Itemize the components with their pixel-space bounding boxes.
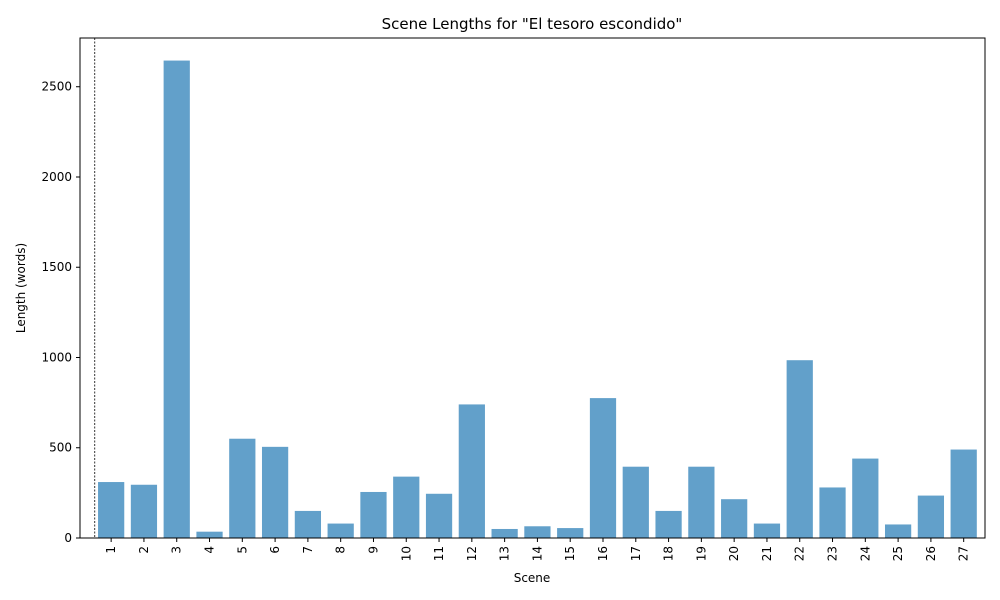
x-tick-label-16: 16 [596,546,610,561]
x-tick-label-25: 25 [891,546,905,561]
bar-scene-1 [98,482,125,538]
y-axis: 0 500 1000 1500 2000 2500 [41,80,80,545]
x-tick-label-6: 6 [268,546,282,554]
x-tick-label-7: 7 [301,546,315,554]
bar-scene-8 [327,523,354,538]
bar-scene-26 [917,495,945,538]
x-tick-label-20: 20 [727,546,741,561]
x-tick-label-22: 22 [793,546,807,561]
y-tick-label: 1500 [41,260,72,274]
bar-scene-20 [721,499,748,538]
bar-scene-4 [196,531,223,538]
x-tick-label-2: 2 [137,546,151,554]
bar-scene-3 [163,60,190,539]
x-tick-label-9: 9 [366,546,380,554]
x-tick-label-18: 18 [662,546,676,561]
x-tick-label-5: 5 [235,546,249,554]
chart-title: Scene Lengths for "El tesoro escondido" [382,15,683,33]
bar-scene-9 [360,491,387,538]
bar-scene-6 [261,446,289,538]
bar-scene-13 [491,528,518,538]
bar-scene-2 [130,484,158,538]
bar-scene-5 [229,438,256,538]
x-tick-label-23: 23 [826,546,840,561]
x-tick-label-26: 26 [924,546,938,561]
x-axis-label: Scene [514,571,551,585]
bar-scene-14 [524,526,551,538]
bar-scene-11 [425,493,453,538]
x-tick-label-27: 27 [957,546,971,561]
x-tick-label-3: 3 [170,546,184,554]
x-tick-label-4: 4 [203,546,217,554]
x-tick-label-13: 13 [498,546,512,561]
x-tick-label-19: 19 [694,546,708,561]
bar-scene-16 [589,398,617,538]
bar-scene-12 [458,404,485,538]
bar-scene-23 [819,487,846,538]
y-tick-label: 0 [64,531,72,545]
bar-scene-7 [294,510,322,538]
x-tick-label-17: 17 [629,546,643,561]
plot-frame [79,37,986,539]
x-tick-label-21: 21 [760,546,774,561]
bar-scene-10 [393,476,420,538]
x-tick-label-14: 14 [530,546,544,561]
x-tick-label-15: 15 [563,546,577,561]
bar-scene-22 [786,360,813,538]
x-tick-label-24: 24 [858,546,872,561]
bar-scene-17 [622,466,649,538]
y-tick-label: 1000 [41,350,72,364]
x-tick-label-10: 10 [399,546,413,561]
bar-scene-21 [753,523,781,538]
x-tick-label-8: 8 [334,546,348,554]
y-axis-label: Length (words) [14,243,28,333]
x-tick-label-11: 11 [432,546,446,561]
y-tick-label: 2000 [41,170,72,184]
x-tick-label-12: 12 [465,546,479,561]
bar-scene-18 [655,510,682,538]
x-tick-label-1: 1 [104,546,118,554]
bars-group [98,60,977,539]
bar-scene-24 [852,458,879,538]
bar-scene-19 [688,466,715,538]
bar-scene-25 [884,524,912,538]
bar-scene-27 [950,449,977,538]
bar-scene-15 [557,528,584,538]
x-axis: 1 2 3 4 5 6 7 8 9 10 11 12 13 14 15 16 17 18 19 20 21 22 23 24 2… [104,538,971,561]
y-tick-label: 2500 [41,80,72,94]
y-tick-label: 500 [49,441,72,455]
